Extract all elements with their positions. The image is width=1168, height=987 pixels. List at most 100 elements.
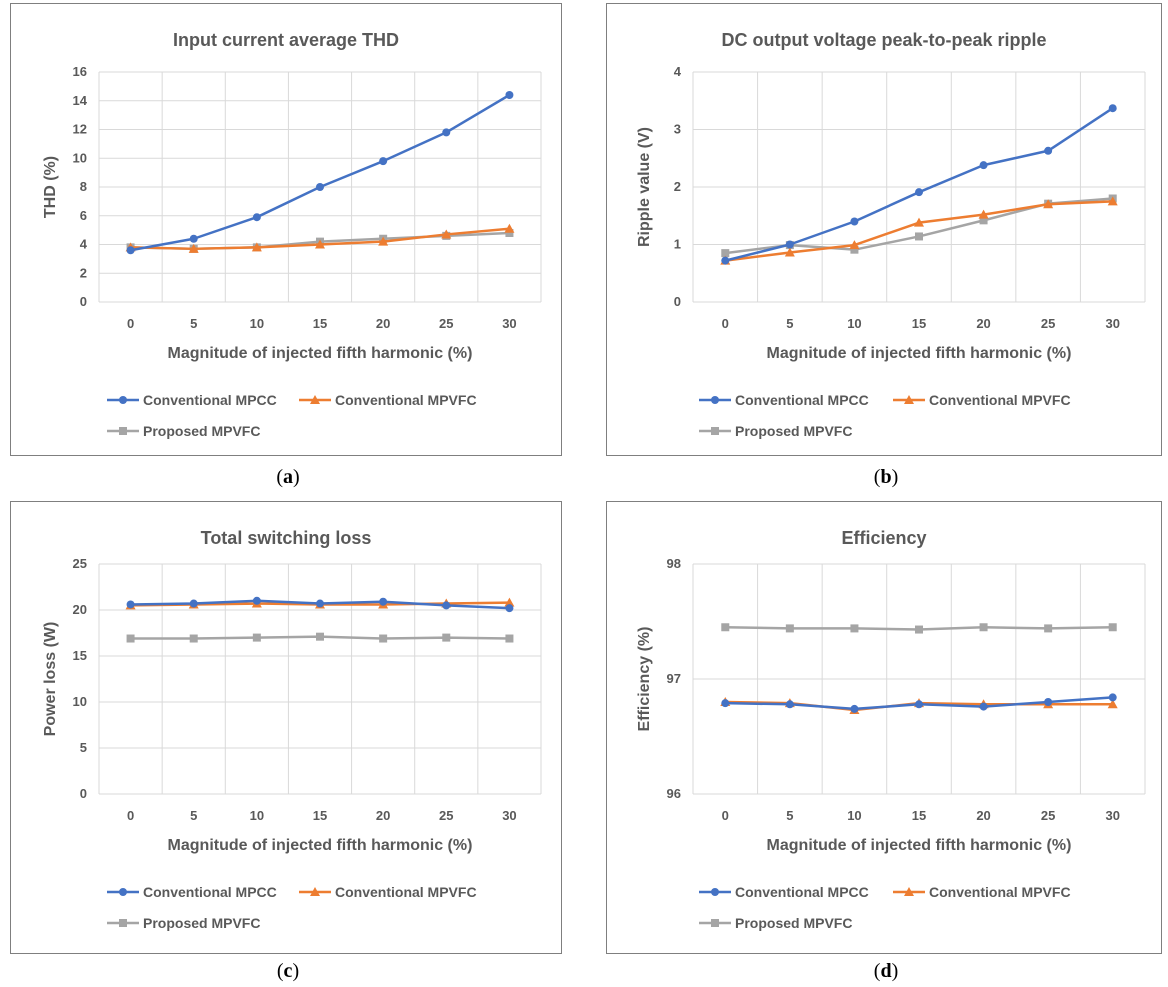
chart-panel-ripple: 0 1 2 3 4 0 5 10 15 20 25 30 Magnitude of injected f… bbox=[606, 3, 1162, 456]
chart-svg-ripple: 0 1 2 3 4 0 5 10 15 20 25 30 Magnitude of injected f… bbox=[636, 64, 1146, 439]
data-point bbox=[849, 240, 860, 250]
y-tick-label: 0 bbox=[674, 294, 681, 309]
y-tick-label: 15 bbox=[73, 648, 87, 663]
x-tick-label: 15 bbox=[912, 316, 926, 331]
data-point bbox=[378, 236, 389, 246]
data-point bbox=[126, 634, 135, 643]
legend-label: Conventional MPCC bbox=[735, 884, 869, 900]
y-tick-label: 10 bbox=[73, 694, 87, 709]
caption-d: (d) bbox=[873, 960, 899, 982]
x-axis-label: Magnitude of injected fifth harmonic (%) bbox=[767, 345, 1072, 362]
data-point bbox=[189, 599, 198, 608]
data-point bbox=[316, 599, 324, 608]
legend-marker bbox=[119, 396, 127, 404]
data-point bbox=[1044, 624, 1053, 633]
x-tick-label: 0 bbox=[722, 808, 729, 823]
data-point bbox=[189, 634, 198, 643]
x-axis-label: Magnitude of injected fifth harmonic (%) bbox=[168, 837, 473, 854]
chart-svg-switching-loss: 0 5 10 15 20 25 0 5 10 15 20 25 30 Magnitude of injec… bbox=[42, 556, 542, 931]
legend-marker bbox=[310, 395, 320, 404]
data-point bbox=[850, 704, 859, 713]
data-point bbox=[252, 213, 261, 222]
x-tick-label: 20 bbox=[376, 808, 390, 823]
data-point bbox=[915, 232, 923, 241]
x-tick-label: 25 bbox=[1041, 316, 1055, 331]
data-point bbox=[315, 239, 325, 249]
legend-marker bbox=[711, 888, 719, 896]
data-point bbox=[379, 634, 388, 643]
data-point bbox=[189, 234, 198, 243]
legend-label: Conventional MPVFC bbox=[335, 884, 477, 900]
y-tick-label: 2 bbox=[80, 265, 87, 280]
data-point bbox=[721, 699, 730, 708]
data-point bbox=[850, 245, 859, 254]
caption-b: (b) bbox=[873, 466, 899, 488]
data-point bbox=[915, 188, 923, 197]
data-point bbox=[126, 600, 135, 609]
x-tick-label: 30 bbox=[502, 808, 516, 823]
data-point bbox=[504, 223, 515, 233]
legend-label: Proposed MPVFC bbox=[143, 915, 260, 931]
data-point bbox=[978, 209, 989, 219]
y-tick-label: 6 bbox=[80, 208, 87, 223]
y-tick-label: 20 bbox=[73, 602, 87, 617]
x-tick-label: 20 bbox=[976, 808, 990, 823]
legend-label: Conventional MPVFC bbox=[929, 884, 1071, 900]
y-tick-label: 25 bbox=[73, 556, 87, 571]
data-point bbox=[1107, 196, 1118, 206]
y-tick-label: 2 bbox=[674, 179, 681, 194]
data-point bbox=[1108, 104, 1117, 113]
y-axis-label: Power loss (W) bbox=[42, 622, 59, 737]
x-tick-label: 10 bbox=[847, 808, 861, 823]
y-tick-label: 16 bbox=[73, 64, 87, 79]
x-tick-label: 10 bbox=[250, 808, 264, 823]
y-axis-label: Efficiency (%) bbox=[636, 627, 653, 732]
y-axis-label: THD (%) bbox=[42, 156, 59, 218]
data-point bbox=[785, 240, 794, 249]
legend-marker bbox=[711, 427, 719, 435]
y-tick-label: 4 bbox=[80, 237, 88, 252]
y-tick-label: 8 bbox=[80, 179, 87, 194]
legend-label: Conventional MPVFC bbox=[929, 392, 1071, 408]
data-point bbox=[914, 217, 924, 227]
legend-marker bbox=[119, 427, 127, 435]
x-tick-label: 5 bbox=[190, 808, 197, 823]
data-point bbox=[785, 700, 794, 709]
x-tick-label: 5 bbox=[786, 808, 793, 823]
data-point bbox=[784, 247, 795, 257]
data-point bbox=[252, 633, 261, 642]
data-point bbox=[785, 624, 794, 633]
x-tick-label: 0 bbox=[722, 316, 729, 331]
legend-label: Conventional MPCC bbox=[143, 392, 277, 408]
chart-panel-switching-loss: 0 5 10 15 20 25 0 5 10 15 20 25 30 Magnitude of injec… bbox=[10, 501, 562, 954]
legend-label: Conventional MPCC bbox=[735, 392, 869, 408]
series-line bbox=[130, 93, 511, 252]
legend-marker bbox=[904, 887, 914, 896]
caption-a: (a) bbox=[276, 466, 300, 488]
x-tick-label: 10 bbox=[847, 316, 861, 331]
data-point bbox=[1043, 199, 1054, 209]
y-tick-label: 12 bbox=[73, 122, 87, 137]
data-point bbox=[505, 229, 514, 237]
legend-label: Conventional MPCC bbox=[143, 884, 277, 900]
legend-label: Proposed MPVFC bbox=[143, 423, 260, 439]
chart-panel-thd: 0 2 4 6 8 10 12 14 16 0 5 10 15 20 25 30 Magnitude of in… bbox=[10, 3, 562, 456]
chart-title: DC output voltage peak-to-peak ripple bbox=[721, 30, 1047, 50]
x-axis-label: Magnitude of injected fifth harmonic (%) bbox=[168, 345, 473, 362]
legend-label: Proposed MPVFC bbox=[735, 915, 852, 931]
x-tick-label: 30 bbox=[1105, 808, 1119, 823]
chart-title: Total switching loss bbox=[200, 528, 372, 548]
x-tick-label: 15 bbox=[912, 808, 926, 823]
x-axis-label: Magnitude of injected fifth harmonic (%) bbox=[767, 837, 1072, 854]
data-point bbox=[505, 634, 514, 643]
data-point bbox=[442, 128, 451, 137]
legend-label: Proposed MPVFC bbox=[735, 423, 852, 439]
data-point bbox=[504, 597, 515, 607]
y-tick-label: 0 bbox=[80, 786, 87, 801]
data-point bbox=[252, 596, 261, 605]
data-point bbox=[126, 246, 135, 255]
data-point bbox=[1044, 146, 1053, 155]
data-point bbox=[721, 256, 730, 265]
data-point bbox=[1044, 698, 1053, 706]
data-point bbox=[979, 623, 988, 632]
